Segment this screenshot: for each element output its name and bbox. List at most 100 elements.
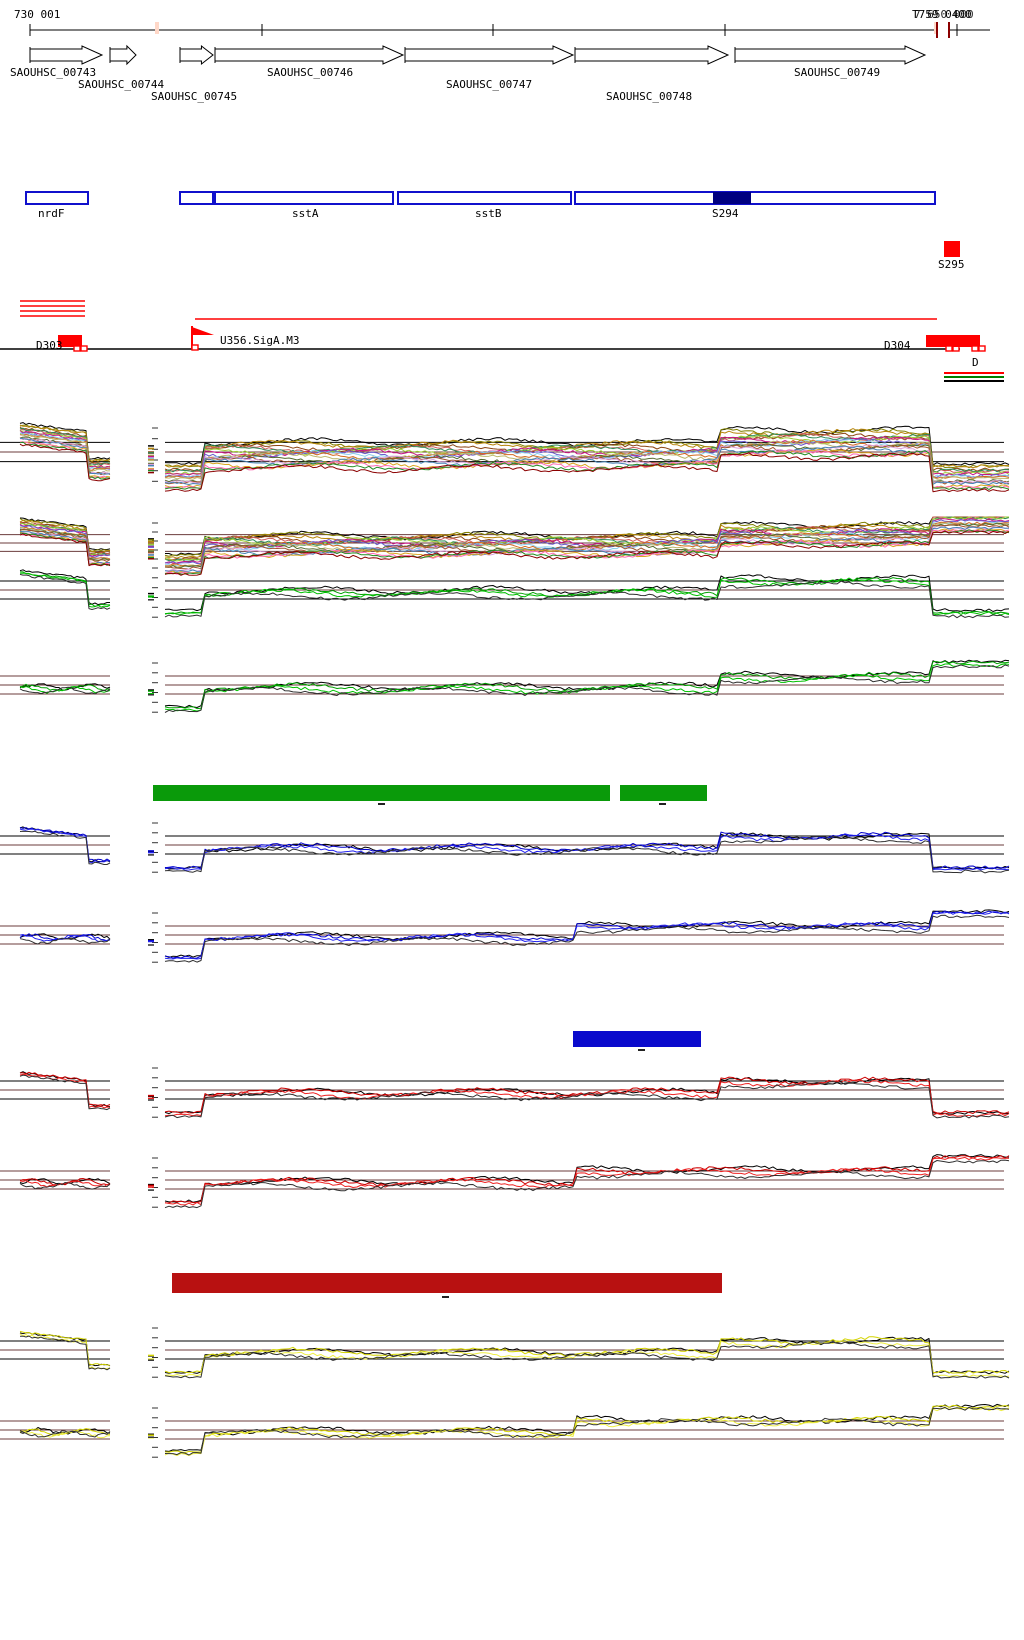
gene-arrow-track (29, 44, 927, 66)
ruler-right-coordinate-overlap: 7 650 000 (914, 8, 974, 21)
series-left-1 (19, 1330, 111, 1366)
series-left-5 (19, 427, 111, 466)
series-right-2 (164, 428, 1010, 468)
gene-arrow-SAOUHSC_00746[interactable] (214, 45, 405, 65)
series-right-2 (164, 663, 1010, 712)
terminator-foot-D303 (73, 345, 81, 352)
gene-label-SAOUHSC_00749: SAOUHSC_00749 (794, 66, 881, 79)
series-right-0 (164, 1403, 1010, 1452)
series-left-3 (20, 1335, 111, 1371)
yellow-black-profile-1[interactable] (0, 1320, 1024, 1395)
multi-condition-profile-1[interactable] (0, 420, 1024, 500)
promoter-label-U356.SigA.M3: U356.SigA.M3 (220, 334, 300, 347)
red-black-profile-1[interactable] (0, 1060, 1024, 1135)
series-right-0 (164, 1154, 1009, 1203)
series-right-0 (164, 1077, 1010, 1115)
operon-label-S294: S294 (712, 207, 739, 220)
series-right-3 (164, 1081, 1010, 1119)
series-left-3 (19, 1182, 111, 1190)
gene-label-SAOUHSC_00748: SAOUHSC_00748 (606, 90, 693, 103)
series-left-1 (20, 571, 110, 607)
series-left-10 (19, 526, 111, 560)
series-right-1 (164, 1155, 1010, 1204)
gene-label-SAOUHSC_00747: SAOUHSC_00747 (446, 78, 533, 91)
ruler-marker-pale (155, 22, 159, 34)
ruler-right-coordinate: T759 0400 (912, 8, 972, 21)
series-left-0 (19, 826, 111, 863)
series-right-1 (164, 1336, 1010, 1374)
series-right-3 (164, 914, 1010, 963)
operon-inner-block-S294[interactable] (713, 192, 751, 204)
series-right-19 (164, 530, 1010, 576)
multi-condition-profile-2[interactable] (0, 515, 1024, 585)
series-right-14 (164, 526, 1010, 572)
red-black-profile-2[interactable] (0, 1150, 1024, 1225)
series-left-0 (19, 569, 110, 606)
green-black-profile-1[interactable] (0, 560, 1024, 635)
series-right-3 (164, 664, 1010, 713)
series-left-0 (19, 1427, 111, 1435)
red-condition-bar[interactable] (172, 1273, 722, 1293)
ruler-selection-box[interactable] (936, 22, 950, 38)
series-right-2 (164, 1079, 1010, 1117)
series-right-16 (164, 528, 1010, 574)
series-left-3 (19, 937, 111, 945)
series-left-14 (19, 437, 111, 475)
gene-label-SAOUHSC_00743: SAOUHSC_00743 (10, 66, 97, 79)
series-right-1 (164, 660, 1010, 710)
series-left-19 (19, 533, 111, 567)
gene-arrow-SAOUHSC_00747[interactable] (404, 45, 575, 65)
green-condition-bar-1[interactable] (153, 785, 610, 801)
gene-arrow-SAOUHSC_00748[interactable] (574, 45, 730, 65)
operon-box-nrdF[interactable] (25, 191, 89, 205)
series-left-10 (19, 434, 110, 471)
series-left-3 (19, 1074, 111, 1111)
series-left-3 (19, 686, 111, 695)
terminator-block-D303[interactable] (58, 335, 82, 347)
blue-black-profile-2[interactable] (0, 905, 1024, 980)
series-left-1 (19, 1071, 111, 1107)
promoter-label-D303: D303 (36, 339, 63, 352)
operon-marker-S295[interactable] (944, 241, 960, 257)
series-right-2 (164, 1339, 1010, 1378)
series-right-1 (164, 577, 1010, 615)
operon-box-S294[interactable] (574, 191, 936, 205)
gene-arrow-SAOUHSC_00745[interactable] (179, 44, 214, 66)
promoter-terminator-track (0, 300, 986, 352)
series-right-2 (164, 1156, 1010, 1206)
series-left-2 (19, 828, 111, 864)
yellow-black-profile-2[interactable] (0, 1400, 1024, 1475)
operon-box-seg1[interactable] (179, 191, 214, 205)
terminator-block-D[interactable] (952, 335, 980, 347)
series-right-3 (164, 835, 1010, 874)
series-right-0 (164, 659, 1010, 709)
operon-box-sstB[interactable] (397, 191, 572, 205)
green-black-profile-2[interactable] (0, 655, 1024, 730)
promoter-label-D: D (972, 356, 979, 369)
gene-arrow-SAOUHSC_00749[interactable] (734, 45, 927, 65)
series-left-3 (19, 573, 111, 610)
series-right-0 (164, 832, 1010, 870)
terminator-foot-D (971, 345, 979, 352)
series-left-2 (19, 424, 111, 462)
series-left-17 (19, 441, 111, 479)
series-left-18 (19, 532, 111, 566)
operon-box-sstA[interactable] (214, 191, 394, 205)
ruler-left-coordinate: 730 001 (14, 8, 61, 21)
blue-condition-bar[interactable] (573, 1031, 701, 1047)
series-left-2 (19, 1073, 111, 1109)
series-left-2 (19, 1180, 111, 1188)
promoter-extra-line-1 (944, 376, 1004, 378)
blue-black-profile-1[interactable] (0, 815, 1024, 890)
promoter-flag-U356.SigA.M3[interactable] (192, 327, 214, 335)
operon-marker-label-S295: S295 (938, 258, 965, 271)
gene-arrow-SAOUHSC_00744[interactable] (109, 44, 137, 66)
green-condition-bar-1-tick (378, 803, 385, 805)
gene-label-SAOUHSC_00745: SAOUHSC_00745 (151, 90, 238, 103)
promoter-extra-line-2 (944, 380, 1004, 382)
promoter-foot-U356.SigA.M3 (191, 344, 199, 351)
terminator-block-D304[interactable] (926, 335, 954, 347)
green-condition-bar-2[interactable] (620, 785, 707, 801)
gene-arrow-SAOUHSC_00743[interactable] (29, 45, 104, 65)
